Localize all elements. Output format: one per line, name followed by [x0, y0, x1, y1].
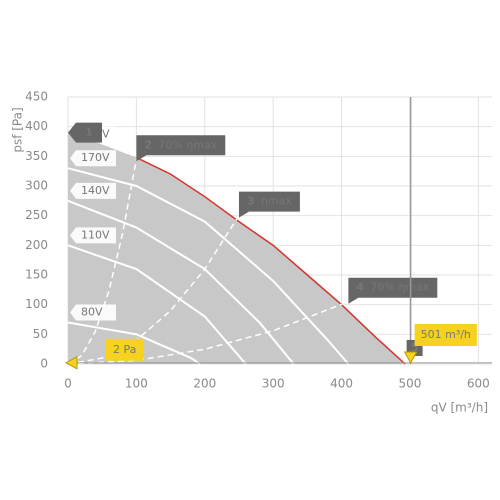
y-tick-label: 350 [25, 149, 48, 163]
y-tick-label: 400 [25, 119, 48, 133]
efficiency-label: 70% ηmax [158, 138, 217, 151]
x-tick-label: 0 [64, 377, 72, 391]
marker-number: 4 [356, 281, 364, 294]
speed-label-box [70, 150, 116, 167]
efficiency-label: 70% ηmax [370, 281, 429, 294]
pressure-marker [64, 355, 78, 370]
y-tick-label: 50 [33, 327, 48, 341]
y-tick-label: 250 [25, 208, 48, 222]
speed-label-box [70, 304, 116, 321]
x-tick-label: 100 [125, 377, 148, 391]
marker-number: 1 [85, 126, 93, 139]
pressure-label: 2 Pa [113, 343, 136, 356]
y-tick-label: 0 [40, 357, 48, 371]
x-tick-label: 300 [262, 377, 285, 391]
y-tick-label: 150 [25, 268, 48, 282]
flow-marker [403, 351, 418, 365]
marker-number: 3 [247, 195, 255, 208]
speed-label: 110V [81, 228, 110, 241]
efficiency-curve [67, 215, 240, 365]
y-tick-label: 100 [25, 297, 48, 311]
efficiency-label-box [136, 135, 226, 162]
x-axis-title: qV [m³/h] [431, 401, 488, 415]
x-tick-label: 400 [330, 377, 353, 391]
efficiency-label-box [238, 191, 300, 218]
speed-label-box [70, 182, 116, 199]
marker-flag [68, 122, 102, 143]
y-tick-label: 450 [25, 90, 48, 104]
efficiency-label: ηmax [261, 195, 292, 208]
y-tick-label: 200 [25, 238, 48, 252]
marker-number: 5 [411, 341, 419, 354]
pressure-label-box [106, 338, 144, 361]
y-tick-label: 300 [25, 179, 48, 193]
x-tick-label: 200 [193, 377, 216, 391]
efficiency-label-box [348, 277, 438, 304]
efficiency-curve [67, 301, 349, 365]
flow-label: 501 m³/h [421, 328, 471, 341]
envelope-curve [136, 156, 406, 365]
speed-label: 140V [81, 184, 110, 197]
flow-label-box [414, 324, 477, 346]
x-tick-label: 600 [467, 377, 490, 391]
efficiency-curve [67, 159, 138, 365]
y-axis-title: psf [Pa] [11, 107, 25, 152]
speed-label-box [70, 227, 116, 244]
speed-curve [67, 167, 350, 365]
speed-label: 80V [81, 305, 103, 318]
marker-number: 2 [144, 138, 152, 151]
x-tick-label: 500 [398, 377, 421, 391]
speed-label: 170V [81, 151, 110, 164]
speed-curve [67, 321, 201, 365]
speed-curve [67, 244, 247, 365]
